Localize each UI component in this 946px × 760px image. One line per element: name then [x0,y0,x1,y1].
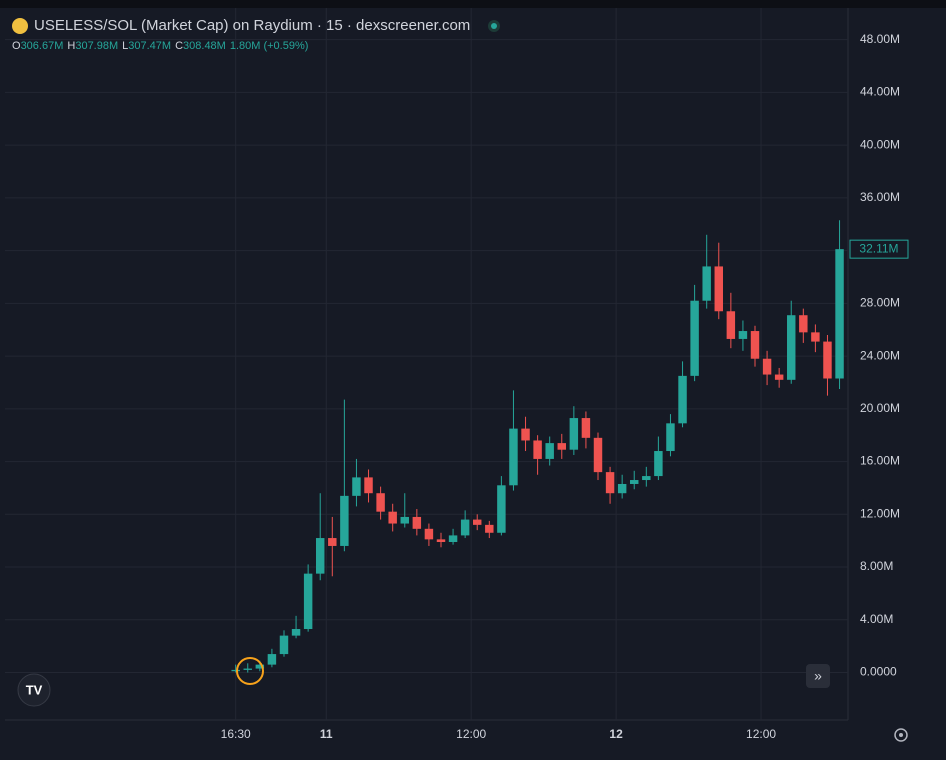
ohlc-key: H [67,40,76,52]
token-icon [12,17,28,34]
candle-body [460,519,470,536]
last-price-box [849,239,909,259]
x-tick-label: 11 [320,727,333,741]
candle-body [811,332,820,342]
top-bar [0,0,946,8]
candles [231,220,844,673]
candle-body [255,664,265,669]
tradingview-logo: TV [17,673,51,707]
svg-text:TV: TV [26,682,43,697]
candle-body [678,375,687,424]
live-dot [488,19,501,32]
candle-body [569,418,579,450]
x-tick-label: 12 [609,727,623,741]
ohlc-legend: O306.67M H307.98M L307.47M C308.48M 1.80M (+… [12,40,308,52]
scroll-button[interactable]: » [806,664,830,688]
ohlc-value: 307.98M [75,40,119,52]
candle-body [267,654,277,665]
svg-text:»: » [814,668,822,684]
y-tick-label: 40.00M [860,137,900,151]
header: USELESS/SOL (Market Cap) on Raydium · 15… [12,17,501,34]
candle-body [714,266,723,312]
candle-body [315,538,325,574]
candle-body [376,493,385,512]
ohlc-key: C [175,40,184,52]
candle-body [835,249,844,379]
candle-body [557,443,566,450]
y-tick-label: 48.00M [860,32,900,46]
candle-body [412,516,422,529]
candle-body [545,443,554,459]
candle-body [726,311,736,339]
candle-body [303,573,313,630]
candle-body [654,451,663,477]
candle-body [617,483,627,494]
candle-body [774,374,784,380]
candle-body [424,528,434,540]
candle-body [642,476,651,481]
y-tick-label: 36.00M [860,190,900,204]
y-tick-label: 44.00M [860,85,900,99]
ohlc-key: L [122,40,129,52]
candle-body [472,519,482,525]
candle-body [509,428,518,486]
candle-body [340,495,349,546]
ohlc-key: O [12,40,21,52]
candle-body [762,358,772,375]
last-price-label: 32.11M [859,241,898,255]
y-tick-label: 8.00M [860,559,893,573]
candle-body [279,635,289,655]
grid [5,8,848,720]
candle-body [605,472,615,494]
candle-body [400,516,409,524]
candle-body [243,668,252,670]
ohlc-value: 308.48M [183,40,226,52]
candle-body [593,437,603,473]
candle-body [448,535,458,542]
candle-body [581,418,591,438]
candle-body [352,477,361,496]
x-tick-label: 12:00 [746,727,776,741]
candle-body [231,669,240,672]
candle-body [750,331,760,359]
candle-body [690,300,699,376]
candle-body [823,341,832,379]
y-tick-label: 28.00M [860,296,900,310]
candle-body [521,428,530,441]
y-tick-label: 4.00M [860,612,893,626]
candle-body [364,477,373,494]
launch-marker [236,657,264,685]
candle-body [436,539,446,542]
settings-button[interactable] [894,728,908,742]
x-tick-label: 12:00 [456,727,486,741]
candle-body [291,629,301,636]
candle-body [497,485,506,533]
candle-body [787,315,796,380]
candle-body [702,266,711,301]
candle-body [485,524,494,533]
candle-body [533,440,542,459]
y-tick-label: 24.00M [860,348,900,362]
ohlc-value: 307.47M [128,40,172,52]
candle-body [328,538,337,546]
change: 1.80M (+0.59%) [229,40,309,52]
y-tick-label: 0.0000 [860,665,897,679]
y-tick-label: 12.00M [860,506,900,520]
ohlc-value: 306.67M [20,40,64,52]
candle-body [630,480,639,484]
candle-body [388,511,397,524]
y-tick-label: 20.00M [860,401,900,415]
candle-body [799,315,808,333]
candle-body [666,423,675,452]
chart-title: USELESS/SOL (Market Cap) on Raydium · 15… [34,17,471,34]
candle-body [738,331,748,339]
y-tick-label: 16.00M [860,454,900,468]
x-tick-label: 16:30 [221,727,251,741]
